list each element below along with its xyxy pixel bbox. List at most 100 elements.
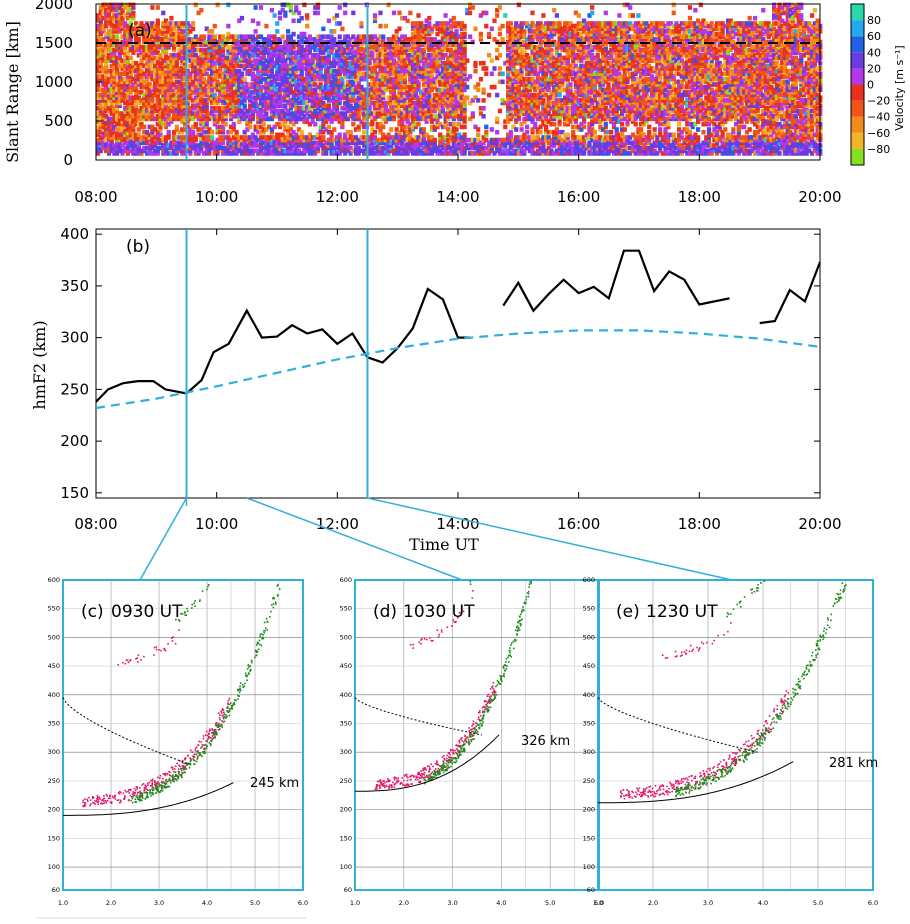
velocity-cell [237,87,242,93]
velocity-cell [220,108,226,114]
velocity-cell [115,116,120,122]
velocity-cell [201,151,207,156]
velocity-cell [239,111,245,116]
velocity-cell [305,60,310,66]
velocity-cell [134,90,139,95]
velocity-cell [174,135,179,140]
velocity-cell [218,39,223,45]
velocity-cell [172,55,177,61]
velocity-cell [123,42,128,47]
velocity-cell [139,23,144,29]
velocity-cell [291,50,296,55]
velocity-cell [294,116,299,122]
velocity-cell [161,74,166,79]
velocity-cell [172,84,177,90]
velocity-cell [199,84,204,90]
velocity-cell [98,21,103,26]
velocity-cell [215,148,220,154]
velocity-cell [104,18,109,24]
velocity-cell [147,98,152,103]
velocity-cell [155,148,160,154]
velocity-cell [267,63,272,69]
velocity-cell [106,143,112,148]
velocity-cell [432,137,437,143]
velocity-cell [115,127,120,132]
velocity-cell [275,132,280,138]
velocity-cell [139,135,144,140]
velocity-cell [210,47,215,53]
velocity-cell [188,82,193,87]
velocity-cell [286,108,291,114]
velocity-cell [302,140,307,146]
velocity-cell [218,90,223,95]
velocity-cell [212,47,217,53]
velocity-cell [250,135,255,140]
velocity-cell [204,140,209,146]
velocity-cell [180,55,185,61]
velocity-cell [267,145,272,151]
velocity-cell [188,140,193,146]
velocity-cell [272,92,277,98]
velocity-cell [291,18,296,24]
velocity-cell [253,95,258,100]
velocity-cell [256,95,261,100]
velocity-cell [117,114,122,119]
velocity-cell [269,42,274,47]
velocity-cell [98,92,103,98]
velocity-cell [112,100,117,106]
velocity-cell [326,108,331,114]
velocity-cell [215,124,220,130]
velocity-cell [155,90,160,95]
velocity-cell [288,143,293,148]
velocity-cell [269,7,274,13]
velocity-cell [104,119,109,124]
velocity-cell [112,34,117,39]
velocity-cell [296,66,302,71]
velocity-cell [305,148,310,154]
velocity-cell [115,114,120,119]
velocity-cell [115,5,120,10]
velocity-cell [215,79,220,85]
velocity-cell [161,90,166,95]
velocity-cell [296,82,302,87]
velocity-cell [332,74,337,79]
velocity-cell [163,76,169,82]
velocity-cell [117,127,122,132]
velocity-cell [231,63,236,69]
velocity-cell [229,53,234,58]
velocity-cell [242,37,247,42]
velocity-cell [321,145,326,151]
velocity-cell [182,151,188,156]
velocity-cell [258,92,264,98]
velocity-cell [191,135,196,140]
velocity-cell [96,124,101,130]
velocity-cell [286,66,291,71]
velocity-cell [326,84,331,90]
velocity-cell [223,106,228,111]
velocity-cell [245,34,250,39]
velocity-cell [204,92,209,98]
velocity-cell [473,26,478,32]
velocity-cell [117,21,122,26]
velocity-cell [307,132,312,138]
velocity-cell [288,47,293,53]
velocity-cell [125,76,131,82]
velocity-cell [218,116,223,122]
velocity-cell [302,60,307,66]
velocity-cell [329,39,334,45]
velocity-cell [215,87,220,93]
velocity-cell [163,108,169,114]
velocity-cell [245,87,250,93]
velocity-cell [261,66,266,71]
velocity-cell [106,45,112,50]
velocity-cell [123,37,128,42]
velocity-cell [481,87,486,93]
velocity-cell [242,53,247,58]
velocity-cell [104,63,109,69]
velocity-cell [337,132,342,138]
velocity-cell [258,58,264,63]
velocity-cell [299,108,304,114]
velocity-cell [272,53,277,58]
velocity-cell [112,116,117,122]
velocity-cell [98,66,103,71]
